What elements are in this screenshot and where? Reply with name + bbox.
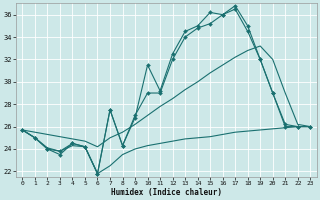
X-axis label: Humidex (Indice chaleur): Humidex (Indice chaleur) — [111, 188, 222, 197]
